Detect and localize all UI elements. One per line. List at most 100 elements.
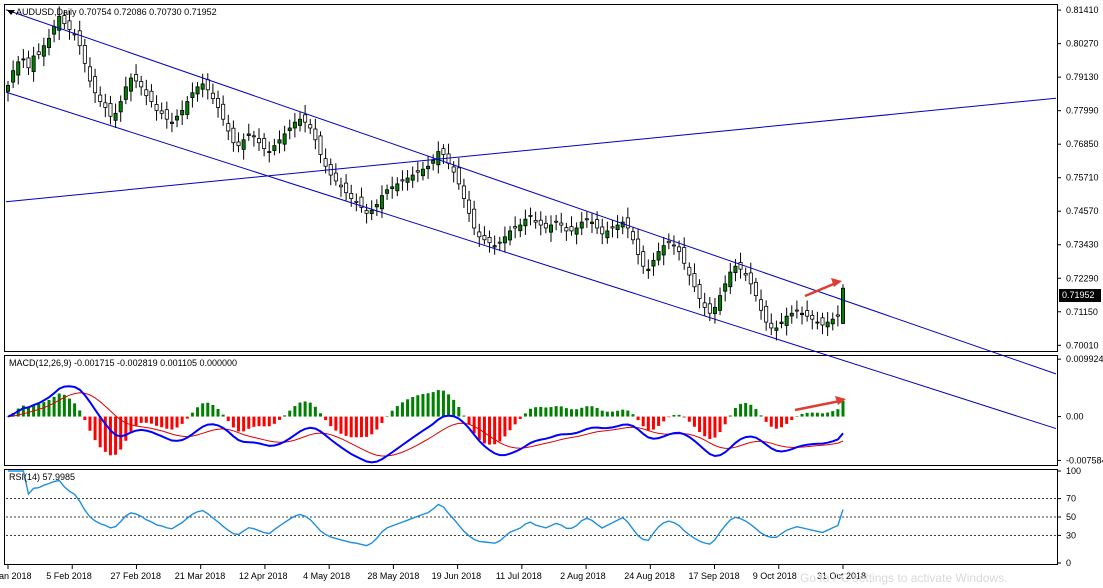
date-tick-label: 2 Aug 2018 <box>560 571 606 581</box>
candle-body <box>467 199 472 214</box>
price-tick-label: 0.81410 <box>1066 5 1099 15</box>
candle-body <box>487 236 492 244</box>
trend-arrow-head <box>831 278 842 287</box>
candle-body <box>169 121 174 124</box>
candle-body <box>379 195 384 210</box>
candle-body <box>733 265 738 274</box>
trend-arrow-head <box>835 396 846 405</box>
candle-body <box>221 103 226 120</box>
macd-histogram-bar <box>262 416 266 427</box>
macd-histogram-bar <box>651 416 655 430</box>
macd-histogram-bar <box>795 416 799 417</box>
candle-body <box>216 97 221 108</box>
candle-body <box>272 145 277 151</box>
macd-histogram-bar <box>88 416 92 431</box>
candle-body <box>426 165 431 170</box>
candle-body <box>702 302 707 308</box>
macd-main-line <box>7 385 844 464</box>
macd-histogram-bar <box>616 410 620 417</box>
macd-histogram-bar <box>590 406 594 417</box>
macd-histogram-bar <box>441 390 445 417</box>
candle-body <box>98 94 103 102</box>
macd-histogram-bar <box>349 416 353 438</box>
candle-body <box>369 209 374 214</box>
annotation-arrows[interactable] <box>794 278 846 412</box>
candle-body <box>743 273 748 276</box>
macd-histogram-bar <box>365 416 369 437</box>
candle-body <box>436 151 441 166</box>
date-axis: 12 Jan 2018 5 Feb 2018 27 Feb 2018 21 Mar 2… <box>0 564 866 581</box>
candle-body <box>354 200 359 203</box>
macd-histogram-bar <box>646 416 650 431</box>
candle-body <box>764 305 769 323</box>
candle-body <box>543 222 548 229</box>
candle-body <box>569 226 574 232</box>
candle-body <box>564 227 569 232</box>
candle-body <box>677 246 682 252</box>
rsi-tick-label: 0 <box>1066 558 1071 568</box>
macd-histogram-bar <box>155 416 159 426</box>
macd-histogram-bar <box>569 409 573 417</box>
candle-body <box>661 245 666 256</box>
price-tick-label: 0.71150 <box>1066 307 1098 317</box>
candle-body <box>774 327 779 331</box>
candle-body <box>559 222 564 226</box>
date-tick-label: 31 Oct 2018 <box>817 571 866 581</box>
macd-histogram-bar <box>749 404 753 417</box>
macd-histogram-bar <box>723 416 727 425</box>
macd-histogram-bar <box>129 416 133 432</box>
candle-body <box>359 196 364 208</box>
candle-body <box>784 315 789 326</box>
trend-line <box>5 91 1057 430</box>
candle-body <box>349 193 354 199</box>
trend-channel-lines[interactable] <box>5 9 1057 430</box>
macd-histogram-bar <box>488 416 492 445</box>
candle-body <box>113 112 118 121</box>
macd-histogram-bar <box>447 394 451 417</box>
candle-body <box>318 135 323 155</box>
candle-body <box>390 186 395 189</box>
macd-histogram-bar <box>385 416 389 417</box>
macd-histogram-bar <box>216 409 220 417</box>
candle-body <box>175 115 180 121</box>
candle-body <box>523 218 528 227</box>
price-tick-label: 0.70010 <box>1066 340 1099 350</box>
candle-body <box>277 139 282 144</box>
candle-body <box>718 295 723 311</box>
candle-body <box>180 109 185 116</box>
candle-body <box>666 240 671 244</box>
macd-histogram-bar <box>334 416 338 431</box>
macd-histogram-bar <box>324 416 328 421</box>
macd-histogram-bar <box>436 390 440 417</box>
candle-body <box>748 272 753 285</box>
date-tick-label: 11 Jul 2018 <box>496 571 542 581</box>
macd-axis: 0.009924 0.00 -0.007584 <box>1057 354 1103 465</box>
dropdown-triangle-icon[interactable] <box>7 10 15 15</box>
macd-histogram-bar <box>395 406 399 417</box>
price-tick-label: 0.75710 <box>1066 173 1099 183</box>
macd-histogram-bar <box>16 408 20 417</box>
macd-histogram-bar <box>73 403 77 417</box>
macd-histogram-bar <box>605 411 609 417</box>
candle-body <box>477 231 482 238</box>
macd-histogram-bar <box>431 392 435 417</box>
candle-body <box>82 45 87 64</box>
rsi-line <box>8 470 844 547</box>
macd-histogram-bar <box>134 416 138 426</box>
candle-body <box>185 101 190 115</box>
macd-histogram-bar <box>800 413 804 417</box>
macd-histogram-bar <box>231 416 235 428</box>
macd-histogram-bar <box>108 416 112 456</box>
candle-body <box>810 314 815 320</box>
candle-body <box>651 259 656 267</box>
candle-body <box>26 57 31 69</box>
candle-body <box>841 287 846 324</box>
candle-body <box>93 76 98 94</box>
candle-body <box>656 251 661 261</box>
macd-histogram-bar <box>6 416 10 418</box>
candle-body <box>528 215 533 217</box>
candle-body <box>149 90 154 102</box>
candle-body <box>374 204 379 208</box>
candle-body <box>139 81 144 88</box>
